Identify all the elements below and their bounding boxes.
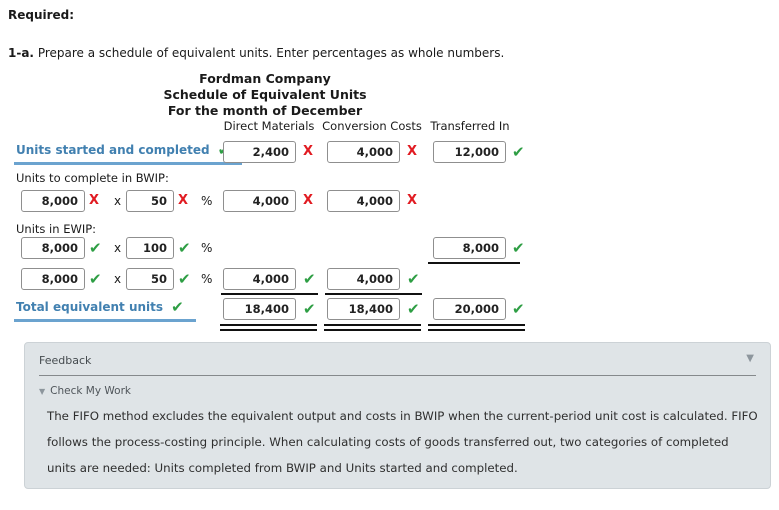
incorrect-mark-icon: X — [89, 193, 100, 208]
schedule-title: Fordman Company Schedule of Equivalent U… — [35, 71, 495, 119]
column-rule — [325, 293, 422, 295]
chevron-down-icon[interactable]: ▼ — [746, 353, 754, 364]
percent-sign: % — [201, 241, 213, 255]
report-name: Schedule of Equivalent Units — [163, 87, 367, 102]
started-ti-input[interactable] — [433, 141, 506, 163]
ewip-partial-dm-input[interactable] — [223, 268, 296, 290]
column-header-conversion-costs: Conversion Costs — [322, 119, 422, 133]
row-label-total-equivalent-units[interactable]: Total equivalent units ✔ — [14, 299, 196, 322]
company-name: Fordman Company — [199, 71, 331, 86]
column-rule — [221, 293, 318, 295]
ewip-partial-percent-input[interactable] — [126, 268, 174, 290]
double-underline-rule — [220, 324, 317, 331]
multiply-operator: x — [114, 194, 122, 208]
correct-mark-icon: ✔ — [178, 270, 191, 288]
check-my-work-label: Check My Work — [50, 385, 131, 397]
feedback-divider — [39, 375, 756, 376]
correct-mark-icon: ✔ — [171, 298, 184, 316]
ewip-partial-units-input[interactable] — [21, 268, 85, 290]
instruction-line: 1-a. Prepare a schedule of equivalent un… — [8, 46, 504, 60]
started-dm-input[interactable] — [223, 141, 296, 163]
step-number: 1-a. — [8, 46, 34, 60]
correct-mark-icon: ✔ — [89, 270, 102, 288]
bwip-dm-input[interactable] — [223, 190, 296, 212]
multiply-operator: x — [114, 272, 122, 286]
feedback-panel: Feedback ▼ ▼ Check My Work The FIFO meth… — [24, 342, 771, 489]
incorrect-mark-icon: X — [178, 193, 189, 208]
started-cc-input[interactable] — [327, 141, 400, 163]
ewip-section-label: Units in EWIP: — [16, 222, 97, 236]
triangle-down-icon: ▼ — [39, 386, 46, 396]
incorrect-mark-icon: X — [407, 193, 418, 208]
correct-mark-icon: ✔ — [407, 300, 420, 318]
correct-mark-icon: ✔ — [178, 239, 191, 257]
column-header-direct-materials: Direct Materials — [223, 119, 315, 133]
percent-sign: % — [201, 272, 213, 286]
row-label-units-started-and-completed[interactable]: Units started and completed ✔ — [14, 142, 243, 165]
correct-mark-icon: ✔ — [303, 300, 316, 318]
ewip-full-percent-input[interactable] — [126, 237, 174, 259]
bwip-units-input[interactable] — [21, 190, 85, 212]
feedback-panel-title: Feedback — [39, 354, 92, 367]
percent-sign: % — [201, 194, 213, 208]
bwip-section-label: Units to complete in BWIP: — [16, 171, 169, 185]
incorrect-mark-icon: X — [303, 193, 314, 208]
correct-mark-icon: ✔ — [512, 300, 525, 318]
total-dm-input[interactable] — [223, 298, 296, 320]
bwip-percent-input[interactable] — [126, 190, 174, 212]
correct-mark-icon: ✔ — [407, 270, 420, 288]
incorrect-mark-icon: X — [303, 144, 314, 159]
feedback-message: The FIFO method excludes the equivalent … — [47, 409, 758, 475]
total-cc-input[interactable] — [327, 298, 400, 320]
column-rule — [428, 262, 520, 264]
total-ti-input[interactable] — [433, 298, 506, 320]
correct-mark-icon: ✔ — [89, 239, 102, 257]
double-underline-rule — [428, 324, 525, 331]
multiply-operator: x — [114, 241, 122, 255]
bwip-cc-input[interactable] — [327, 190, 400, 212]
report-period: For the month of December — [167, 103, 363, 118]
incorrect-mark-icon: X — [407, 144, 418, 159]
ewip-partial-cc-input[interactable] — [327, 268, 400, 290]
column-header-transferred-in: Transferred In — [430, 119, 510, 133]
required-heading: Required: — [8, 8, 75, 22]
instruction-text: Prepare a schedule of equivalent units. … — [37, 46, 505, 60]
correct-mark-icon: ✔ — [303, 270, 316, 288]
row-label-text: Units started and completed — [16, 143, 210, 157]
row-label-text: Total equivalent units — [16, 300, 164, 314]
ewip-full-ti-input[interactable] — [433, 237, 506, 259]
ewip-full-units-input[interactable] — [21, 237, 85, 259]
correct-mark-icon: ✔ — [512, 239, 525, 257]
check-my-work-toggle[interactable]: ▼ Check My Work — [39, 385, 131, 397]
double-underline-rule — [324, 324, 421, 331]
correct-mark-icon: ✔ — [512, 143, 525, 161]
